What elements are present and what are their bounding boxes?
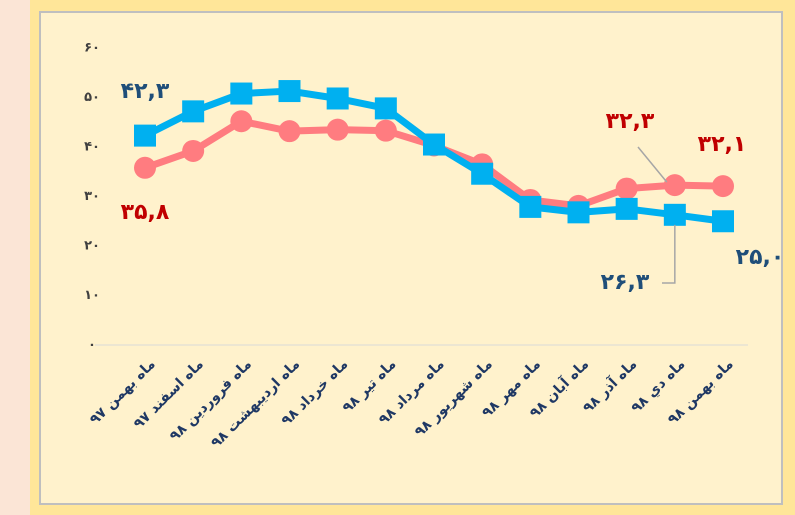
leader-line	[662, 224, 676, 284]
marker	[374, 97, 397, 120]
y-tick-label: ۱۰	[84, 288, 100, 303]
marker	[182, 100, 205, 123]
marker	[326, 118, 349, 141]
marker	[615, 197, 638, 220]
marker	[471, 162, 494, 185]
marker	[134, 124, 156, 147]
marker	[278, 80, 301, 103]
marker	[567, 201, 590, 224]
marker	[712, 210, 734, 233]
marker	[278, 120, 301, 143]
y-tick-label: ۴۰	[84, 140, 100, 155]
y-tick-label: ۶۰	[84, 41, 100, 56]
marker	[374, 119, 397, 142]
data-label: ۴۲,۳	[121, 79, 170, 104]
marker	[423, 133, 445, 156]
marker	[326, 87, 349, 110]
data-label: ۲۶,۳	[601, 270, 650, 295]
data-label: ۳۲,۳	[606, 109, 655, 134]
marker	[615, 177, 638, 200]
plot-panel	[39, 11, 783, 505]
y-tick-label: ۵۰	[84, 90, 100, 105]
y-tick-label: ۲۰	[84, 239, 100, 254]
y-tick-label: ۰	[88, 338, 96, 353]
marker	[230, 110, 253, 133]
marker	[519, 195, 542, 218]
marker	[712, 175, 734, 198]
marker	[663, 174, 686, 197]
leader-line	[637, 146, 668, 183]
data-label: ۳۵,۸	[121, 200, 170, 225]
marker	[182, 139, 205, 162]
marker	[230, 82, 253, 105]
marker	[663, 203, 686, 226]
data-label: ۲۵,۰	[736, 245, 785, 270]
marker	[134, 156, 156, 179]
y-tick-label: ۳۰	[84, 189, 100, 204]
data-label: ۳۲,۱	[698, 132, 747, 157]
